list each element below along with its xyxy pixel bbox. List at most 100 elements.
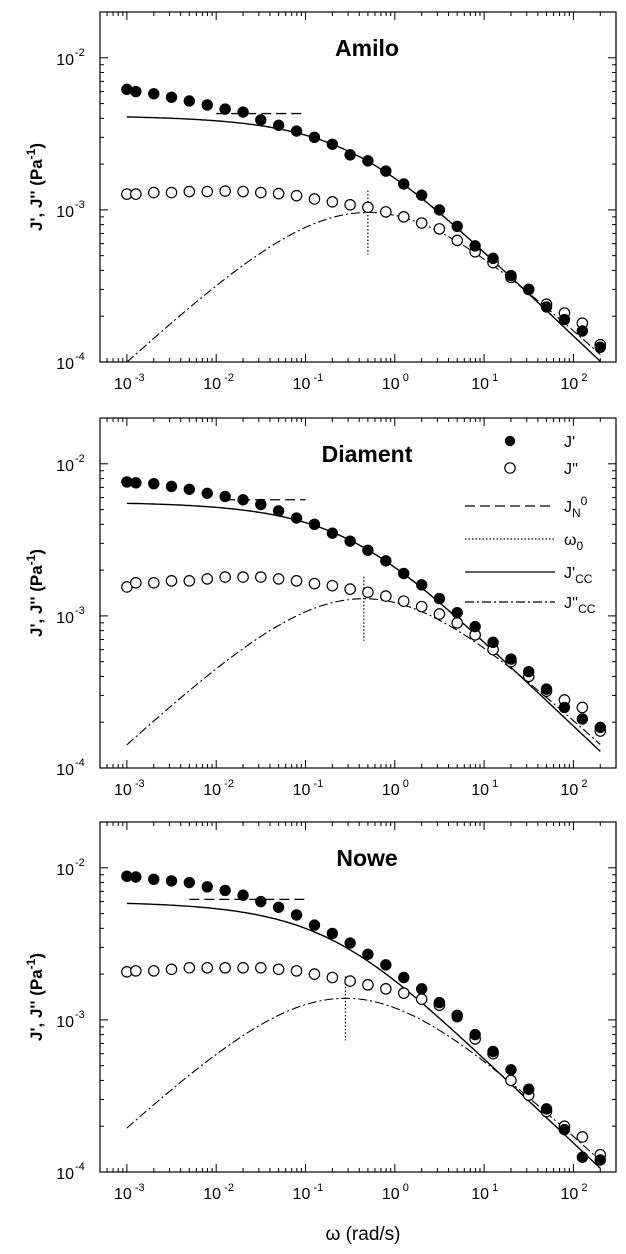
x-tick-label-exponent: -3 xyxy=(135,372,145,384)
y-tick-label-exponent: -4 xyxy=(75,757,85,769)
x-tick-label-exponent: 0 xyxy=(403,1182,409,1194)
x-axis-label: ω (rad/s) xyxy=(325,1224,400,1245)
jprime-point xyxy=(290,125,303,137)
jdoubleprime-point xyxy=(433,223,446,235)
jdoubleprime-point xyxy=(451,617,464,629)
jdoubleprime-point xyxy=(380,590,392,602)
jprime-point xyxy=(237,494,249,506)
y-tick-label: 10 xyxy=(56,1014,74,1031)
jprime-point xyxy=(362,948,374,960)
x-tick-label-exponent: 2 xyxy=(581,1182,587,1194)
x-tick-label-exponent: 1 xyxy=(492,1182,498,1194)
y-tick-label-exponent: -3 xyxy=(75,1009,85,1021)
jdoubleprime-point xyxy=(272,573,285,585)
jdoubleprime-point xyxy=(344,583,356,595)
jdoubleprime-point xyxy=(255,962,267,974)
x-tick-label: 10 xyxy=(203,376,221,393)
jprime-point xyxy=(308,518,321,531)
jdoubleprime-point xyxy=(165,963,178,976)
jprime-point xyxy=(326,527,339,539)
jprime-point xyxy=(255,498,267,511)
y-axis-label: J', J'' (Pa-1) xyxy=(24,953,46,1041)
jprime-point xyxy=(255,895,267,908)
jprime-point xyxy=(308,919,321,931)
jdoubleprime-point xyxy=(397,211,410,223)
legend-marker-open xyxy=(504,462,516,474)
jdoubleprime-point xyxy=(451,234,464,247)
jprime-point xyxy=(558,313,571,326)
jprime-point xyxy=(130,85,142,98)
jprime-point xyxy=(219,884,231,897)
jprime-point xyxy=(326,138,339,150)
x-tick-label: 10 xyxy=(203,1186,221,1203)
y-tick-label-exponent: -4 xyxy=(75,351,85,363)
jprime-point xyxy=(487,636,499,649)
x-tick-label-exponent: -3 xyxy=(135,778,145,790)
x-tick-label: 10 xyxy=(293,376,311,393)
x-tick-label-exponent: -3 xyxy=(135,1182,145,1194)
jprime-point xyxy=(505,269,517,282)
jprime-point xyxy=(380,555,392,567)
jprime-point xyxy=(558,701,571,714)
jdoubleprime-point xyxy=(362,201,374,214)
x-tick-label: 10 xyxy=(114,376,132,393)
y-tick-label-exponent: -2 xyxy=(75,47,85,59)
panel-title: Nowe xyxy=(336,845,397,871)
y-tick-label-exponent: -3 xyxy=(75,199,85,211)
y-tick-label: 10 xyxy=(56,862,74,879)
panel-nowe: 10 -3 10 -2 10 -1 10 0 10 1 10 210 -410 -310 -2J', J''… xyxy=(24,821,617,1203)
jdoubleprime-point xyxy=(308,968,321,980)
x-tick-label: 10 xyxy=(382,1186,400,1203)
jdoubleprime-point xyxy=(415,600,428,613)
jprime-point xyxy=(415,983,428,995)
x-tick-label-exponent: 0 xyxy=(403,372,409,384)
jprime-point xyxy=(326,927,339,940)
x-tick-label: 10 xyxy=(560,1186,578,1203)
jprime-point xyxy=(290,512,303,524)
jdoubleprime-point xyxy=(308,577,321,590)
jdoubleprime-point xyxy=(272,187,285,200)
y-tick-label-exponent: -2 xyxy=(75,453,85,465)
jdoubleprime-point xyxy=(362,979,374,991)
jprime-point xyxy=(165,480,178,493)
x-tick-label: 10 xyxy=(293,782,311,799)
jdoubleprime-point xyxy=(237,571,249,583)
jdoubleprime-point xyxy=(183,962,196,974)
y-axis-label: J', J'' (Pa-1) xyxy=(24,143,46,231)
jdoubleprime-point xyxy=(290,965,303,977)
jdoubleprime-point xyxy=(255,186,267,199)
x-tick-label-exponent: -2 xyxy=(224,372,234,384)
jprime-point xyxy=(290,909,303,921)
jprime-point xyxy=(505,1064,517,1076)
jdoubleprime-point xyxy=(201,962,214,974)
x-tick-label-exponent: 2 xyxy=(581,372,587,384)
x-tick-label-exponent: -2 xyxy=(224,1182,234,1194)
jprime-point xyxy=(219,103,231,115)
legend-label: J'CC xyxy=(564,565,593,586)
jdoubleprime-point xyxy=(380,983,392,995)
jprime-point xyxy=(469,620,481,633)
x-tick-label-exponent: -1 xyxy=(313,1182,323,1194)
jprime-point xyxy=(487,1045,499,1058)
jprime-point xyxy=(183,483,196,495)
jdoubleprime-point xyxy=(201,185,214,198)
jdoubleprime-point xyxy=(130,577,142,589)
jprime-point xyxy=(380,959,392,971)
jdoubleprime-cc-curve xyxy=(126,211,601,363)
y-tick-label: 10 xyxy=(56,1166,74,1183)
x-tick-label-exponent: 1 xyxy=(492,372,498,384)
jdoubleprime-point xyxy=(576,701,589,714)
jprime-point xyxy=(308,131,321,144)
jdoubleprime-point xyxy=(147,965,160,977)
panel-diament: 10 -3 10 -2 10 -1 10 0 10 1 10 210 -410 -310 -2J', J''… xyxy=(24,417,617,799)
jdoubleprime-point xyxy=(344,199,356,211)
x-tick-label: 10 xyxy=(471,1186,489,1203)
y-tick-label-exponent: -3 xyxy=(75,605,85,617)
legend-marker-filled xyxy=(504,435,516,447)
jdoubleprime-point xyxy=(165,186,178,199)
jdoubleprime-point xyxy=(308,193,321,205)
jprime-point xyxy=(451,220,463,233)
jprime-point xyxy=(272,119,285,131)
x-tick-label: 10 xyxy=(203,782,221,799)
